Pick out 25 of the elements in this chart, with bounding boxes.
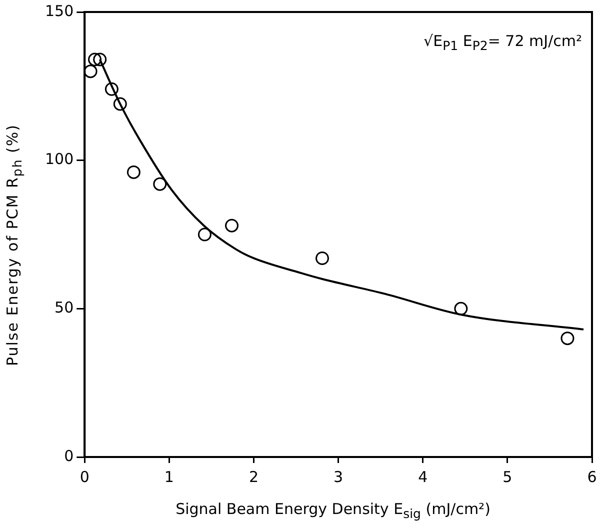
point xyxy=(198,228,212,242)
point xyxy=(88,52,102,66)
point xyxy=(560,332,574,346)
y-tick-label: 50 xyxy=(54,298,74,317)
x-tick-label: 0 xyxy=(80,468,90,486)
x-axis-title: Signal Beam Energy Density E$_{sig}$ (mJ/cm²) xyxy=(174,500,492,521)
x-tick-label: 1 xyxy=(164,468,174,486)
x-tick-label: 4 xyxy=(418,468,428,486)
y-tick-label: 100 xyxy=(44,150,74,168)
point xyxy=(454,302,468,316)
point xyxy=(104,82,118,96)
point xyxy=(84,64,98,78)
y-tick-label: 150 xyxy=(44,2,74,20)
y-tick-label: 0 xyxy=(64,446,74,465)
x-tick-label: 3 xyxy=(334,468,344,486)
x-tick-label: 5 xyxy=(502,468,512,486)
annotation: √E$_{P1}$ E$_{P2}$= 72 mJ/cm² xyxy=(424,32,582,53)
point xyxy=(153,177,167,191)
x-tick-label: 2 xyxy=(248,468,259,486)
point xyxy=(126,165,140,179)
point xyxy=(113,97,127,111)
point xyxy=(225,218,239,232)
point xyxy=(316,251,329,265)
x-tick-label: 6 xyxy=(587,468,597,486)
point xyxy=(93,52,107,66)
